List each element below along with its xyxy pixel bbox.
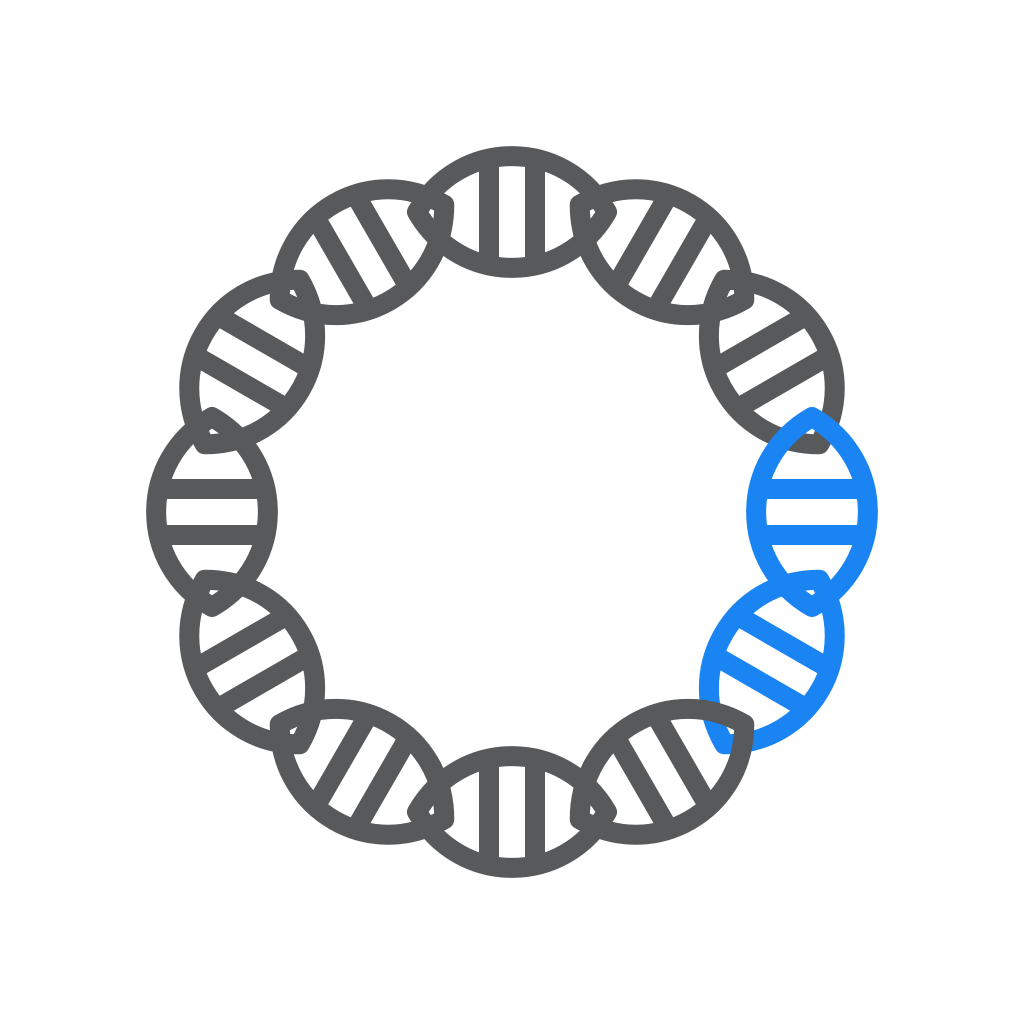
dna-strand <box>746 407 878 617</box>
base-pair-rung <box>708 646 813 718</box>
dna-strand <box>269 698 455 845</box>
base-pair-rung <box>606 188 678 293</box>
dna-segment-5 <box>698 569 845 755</box>
dna-strand <box>698 269 845 455</box>
dna-strand <box>269 179 455 326</box>
dna-segment-8 <box>269 698 455 845</box>
base-pair-rung <box>606 731 678 836</box>
dna-segment-7 <box>407 746 617 878</box>
base-pair-rung <box>708 306 813 378</box>
dna-segment-9 <box>179 569 326 755</box>
base-pair-rung <box>731 346 836 418</box>
base-pair-rung <box>646 708 718 813</box>
dna-strand <box>569 179 755 326</box>
dna-strand <box>698 569 845 755</box>
dna-segment-2 <box>569 179 755 326</box>
dna-segment-6 <box>569 698 755 845</box>
dna-segment-4 <box>746 407 878 617</box>
dna-segment-12 <box>269 179 455 326</box>
base-pair-rung <box>188 346 293 418</box>
dna-strand <box>146 407 278 617</box>
dna-segment-10 <box>146 407 278 617</box>
base-pair-rung <box>211 646 316 718</box>
dna-strand <box>569 698 755 845</box>
dna-segments <box>146 146 878 878</box>
base-pair-rung <box>646 211 718 316</box>
base-pair-rung <box>346 731 418 836</box>
base-pair-rung <box>188 606 293 678</box>
dna-segment-3 <box>698 269 845 455</box>
base-pair-rung <box>306 211 378 316</box>
dna-segment-11 <box>179 269 326 455</box>
dna-strand <box>179 269 326 455</box>
base-pair-rung <box>306 708 378 813</box>
dna-strand <box>407 746 617 878</box>
base-pair-rung <box>731 606 836 678</box>
dna-strand <box>407 146 617 278</box>
base-pair-rung <box>211 306 316 378</box>
dna-strand <box>179 569 326 755</box>
dna-segment-1 <box>407 146 617 278</box>
base-pair-rung <box>346 188 418 293</box>
